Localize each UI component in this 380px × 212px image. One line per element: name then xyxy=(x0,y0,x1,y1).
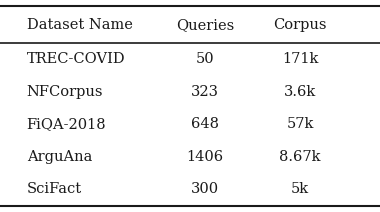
Text: Dataset Name: Dataset Name xyxy=(27,18,133,32)
Text: FiQA-2018: FiQA-2018 xyxy=(27,117,106,131)
Text: 50: 50 xyxy=(196,52,215,67)
Text: 648: 648 xyxy=(191,117,219,131)
Text: 3.6k: 3.6k xyxy=(284,85,316,99)
Text: Queries: Queries xyxy=(176,18,234,32)
Text: TREC-COVID: TREC-COVID xyxy=(27,52,125,67)
Text: ArguAna: ArguAna xyxy=(27,150,92,164)
Text: 1406: 1406 xyxy=(187,150,224,164)
Text: 300: 300 xyxy=(191,182,219,196)
Text: 171k: 171k xyxy=(282,52,318,67)
Text: NFCorpus: NFCorpus xyxy=(27,85,103,99)
Text: 57k: 57k xyxy=(287,117,314,131)
Text: SciFact: SciFact xyxy=(27,182,82,196)
Text: 8.67k: 8.67k xyxy=(279,150,321,164)
Text: Corpus: Corpus xyxy=(274,18,327,32)
Text: 5k: 5k xyxy=(291,182,309,196)
Text: 323: 323 xyxy=(191,85,219,99)
